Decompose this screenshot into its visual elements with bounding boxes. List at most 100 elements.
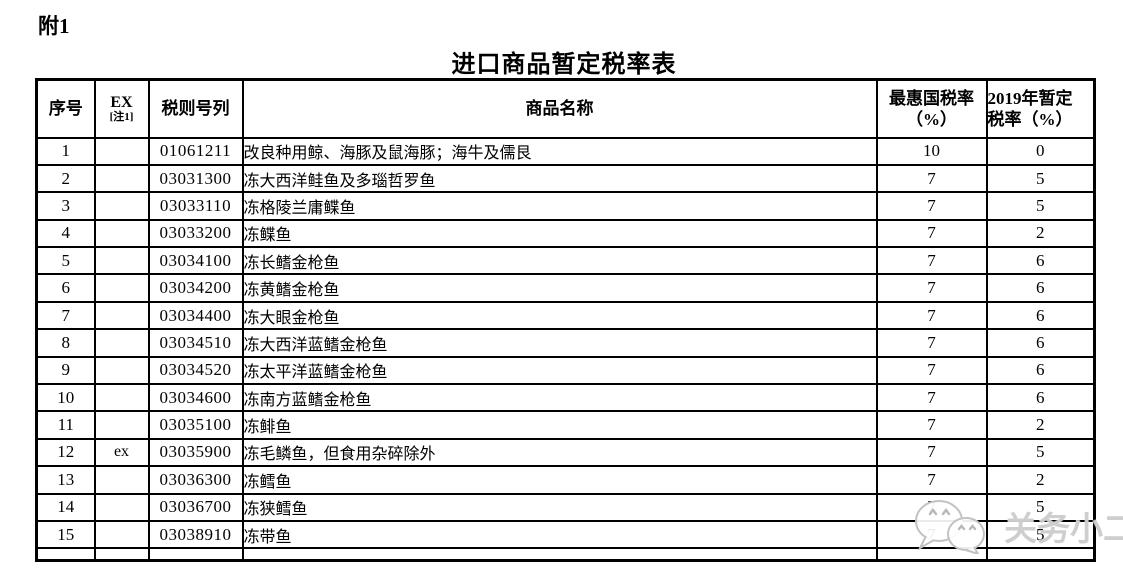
cell-tariff-code: 03031300 (147, 163, 244, 194)
cell-tariff-code: 03038910 (147, 519, 244, 550)
cell-tariff-code: 03034400 (147, 300, 244, 331)
cell-ex (93, 136, 150, 166)
cell-ex (93, 519, 150, 550)
cell-ex (93, 163, 150, 194)
table-row-partial (35, 547, 1096, 562)
cell-serial: 10 (35, 383, 96, 413)
cell-provisional-rate: 5 (985, 191, 1096, 221)
cell-ex: ex (93, 437, 150, 468)
cell-tariff-code: 03035900 (147, 437, 244, 468)
cell-ex (93, 383, 150, 413)
cell-tariff-code: 03036700 (147, 492, 244, 522)
cell-ex (93, 191, 150, 221)
cell-tariff-code: 03034200 (147, 273, 244, 303)
cell-mfn-rate: 7 (875, 246, 988, 276)
cell-serial: 5 (35, 246, 96, 276)
table-row: 15 03038910 冻带鱼 7 5 (35, 519, 1096, 550)
table-row: 9 03034520 冻太平洋蓝鳍金枪鱼 7 6 (35, 355, 1096, 386)
cell-provisional-rate (985, 547, 1096, 562)
header-row: 序号 EX [注1] 税则号列 商品名称 最惠国税率 （%） 2019年暂定 税… (35, 78, 1096, 139)
cell-mfn-rate: 7 (875, 191, 988, 221)
cell-provisional-rate: 2 (985, 465, 1096, 495)
cell-product-name: 冻带鱼 (241, 519, 878, 550)
cell-product-name: 冻大西洋蓝鳍金枪鱼 (241, 328, 878, 358)
table-row: 3 03033110 冻格陵兰庸鲽鱼 7 5 (35, 191, 1096, 221)
cell-ex (93, 328, 150, 358)
cell-ex (93, 246, 150, 276)
cell-provisional-rate: 6 (985, 383, 1096, 413)
table-row: 14 03036700 冻狭鳕鱼 7 5 (35, 492, 1096, 522)
cell-mfn-rate: 7 (875, 328, 988, 358)
cell-tariff-code: 03033200 (147, 218, 244, 249)
tariff-table: 序号 EX [注1] 税则号列 商品名称 最惠国税率 （%） 2019年暂定 税… (35, 78, 1096, 562)
table-row: 2 03031300 冻大西洋鲑鱼及多瑙哲罗鱼 7 5 (35, 163, 1096, 194)
cell-product-name: 冻太平洋蓝鳍金枪鱼 (241, 355, 878, 386)
cell-serial: 13 (35, 465, 96, 495)
cell-mfn-rate: 7 (875, 218, 988, 249)
cell-tariff-code: 03034510 (147, 328, 244, 358)
header-tariff-code: 税则号列 (147, 78, 244, 139)
cell-tariff-code: 01061211 (147, 136, 244, 166)
cell-serial: 15 (35, 519, 96, 550)
cell-tariff-code: 03035100 (147, 410, 244, 440)
cell-provisional-rate: 6 (985, 355, 1096, 386)
cell-provisional-rate: 2 (985, 218, 1096, 249)
cell-provisional-rate: 5 (985, 519, 1096, 550)
header-prov-line1: 2019年暂定 (987, 88, 1073, 108)
cell-tariff-code: 03034600 (147, 383, 244, 413)
cell-provisional-rate: 6 (985, 300, 1096, 331)
header-mfn-line1: 最惠国税率 (889, 88, 974, 108)
cell-provisional-rate: 5 (985, 163, 1096, 194)
table-row: 12 ex 03035900 冻毛鳞鱼，但食用杂碎除外 7 5 (35, 437, 1096, 468)
table-row: 6 03034200 冻黄鳍金枪鱼 7 6 (35, 273, 1096, 303)
cell-product-name: 冻格陵兰庸鲽鱼 (241, 191, 878, 221)
cell-serial: 8 (35, 328, 96, 358)
cell-product-name: 冻黄鳍金枪鱼 (241, 273, 878, 303)
cell-tariff-code: 03034520 (147, 355, 244, 386)
table-row: 7 03034400 冻大眼金枪鱼 7 6 (35, 300, 1096, 331)
header-provisional-rate: 2019年暂定 税率（%） (985, 78, 1096, 139)
cell-mfn-rate: 7 (875, 383, 988, 413)
cell-product-name: 冻鲱鱼 (241, 410, 878, 440)
cell-mfn-rate (875, 547, 988, 562)
cell-provisional-rate: 6 (985, 328, 1096, 358)
cell-mfn-rate: 7 (875, 492, 988, 522)
cell-product-name: 冻长鳍金枪鱼 (241, 246, 878, 276)
table-row: 8 03034510 冻大西洋蓝鳍金枪鱼 7 6 (35, 328, 1096, 358)
cell-serial: 4 (35, 218, 96, 249)
cell-ex (93, 218, 150, 249)
cell-tariff-code: 03034100 (147, 246, 244, 276)
table-row: 1 01061211 改良种用鲸、海豚及鼠海豚；海牛及儒艮 10 0 (35, 136, 1096, 166)
cell-mfn-rate: 7 (875, 300, 988, 331)
cell-ex (93, 492, 150, 522)
cell-ex (93, 547, 150, 562)
cell-mfn-rate: 7 (875, 465, 988, 495)
cell-mfn-rate: 7 (875, 437, 988, 468)
table-row: 10 03034600 冻南方蓝鳍金枪鱼 7 6 (35, 383, 1096, 413)
cell-tariff-code (147, 547, 244, 562)
cell-serial (35, 547, 96, 562)
attachment-label: 附1 (38, 14, 70, 38)
page-title: 进口商品暂定税率表 (451, 52, 677, 78)
cell-mfn-rate: 7 (875, 273, 988, 303)
cell-ex (93, 465, 150, 495)
cell-tariff-code: 03036300 (147, 465, 244, 495)
header-ex-note: [注1] (109, 110, 134, 123)
cell-provisional-rate: 2 (985, 410, 1096, 440)
cell-mfn-rate: 10 (875, 136, 988, 166)
header-mfn-rate: 最惠国税率 （%） (875, 78, 988, 139)
cell-product-name: 冻鳕鱼 (241, 465, 878, 495)
cell-ex (93, 355, 150, 386)
cell-ex (93, 410, 150, 440)
cell-ex (93, 300, 150, 331)
cell-product-name: 冻大西洋鲑鱼及多瑙哲罗鱼 (241, 163, 878, 194)
cell-serial: 2 (35, 163, 96, 194)
cell-serial: 6 (35, 273, 96, 303)
cell-product-name (241, 547, 878, 562)
cell-provisional-rate: 6 (985, 246, 1096, 276)
table-row: 13 03036300 冻鳕鱼 7 2 (35, 465, 1096, 495)
header-ex-label: EX (110, 93, 133, 111)
cell-serial: 1 (35, 136, 96, 166)
cell-product-name: 冻南方蓝鳍金枪鱼 (241, 383, 878, 413)
